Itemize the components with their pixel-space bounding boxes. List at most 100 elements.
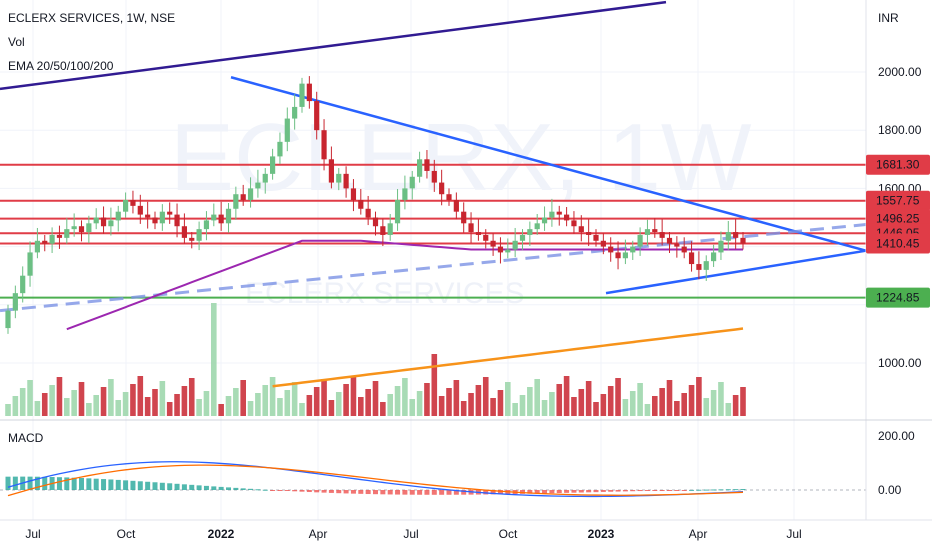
candle-body: [380, 226, 386, 235]
macd-histogram-bar: [211, 486, 217, 490]
volume-bar: [578, 389, 585, 416]
volume-bar: [563, 376, 570, 416]
candle-body: [505, 249, 511, 253]
candle-body: [512, 240, 518, 250]
macd-histogram-bar: [446, 490, 452, 495]
macd-histogram-bar: [373, 490, 378, 495]
candle-body: [240, 194, 246, 201]
volume-bar: [446, 388, 452, 416]
candle-body: [321, 130, 327, 160]
volume-bar: [607, 386, 614, 416]
volume-bar: [100, 387, 107, 416]
macd-histogram-bar: [483, 490, 489, 495]
time-tick-label: Apr: [309, 527, 328, 541]
candle-body: [372, 217, 379, 227]
volume-bar: [438, 396, 445, 416]
candle-body: [328, 159, 334, 183]
macd-histogram-bar: [248, 488, 254, 490]
volume-bar: [615, 378, 621, 416]
volume-bar: [431, 354, 438, 416]
legend-volume[interactable]: Vol: [8, 35, 25, 49]
volume-bar: [64, 398, 70, 416]
candle-body: [468, 223, 474, 233]
macd-line: [7, 461, 744, 498]
macd-histogram-bar: [571, 490, 577, 493]
volume-bar: [321, 379, 327, 416]
time-tick-label: Apr: [689, 527, 708, 541]
macd-histogram-bar: [314, 490, 320, 493]
volume-bar: [211, 303, 217, 416]
macd-histogram-bar: [226, 487, 231, 490]
ascending-trendline: [605, 249, 867, 295]
macd-histogram-bar: [527, 490, 533, 494]
legend-ema[interactable]: EMA 20/50/100/200: [8, 59, 114, 73]
volume-bar: [306, 395, 313, 416]
volume-bar: [556, 384, 563, 416]
candle-body: [56, 234, 63, 238]
volume-bar: [629, 391, 636, 416]
macd-histogram-bar: [233, 487, 239, 490]
macd-histogram-bar: [262, 489, 268, 491]
macd-histogram-bar: [365, 490, 371, 495]
macd-histogram-bar: [402, 490, 408, 495]
candle-body: [409, 176, 415, 189]
candle-body: [718, 240, 724, 253]
volume-bar: [284, 390, 291, 416]
macd-histogram-bar: [12, 476, 18, 490]
macd-histogram-bar: [608, 490, 614, 492]
volume-bar: [93, 395, 99, 416]
candle-body: [549, 211, 555, 218]
legend-macd[interactable]: MACD: [8, 431, 44, 445]
volume-bar: [652, 396, 658, 416]
legend-symbol[interactable]: ECLERX SERVICES, 1W, NSE: [8, 11, 175, 25]
macd-histogram-bar: [564, 490, 570, 493]
volume-bar: [453, 380, 460, 416]
macd-histogram-bar: [659, 490, 665, 491]
macd-histogram-bar: [725, 489, 731, 491]
volume-bar: [269, 377, 276, 416]
volume-bar: [505, 382, 511, 416]
volume-bar: [644, 404, 651, 416]
volume-bar: [233, 388, 239, 416]
price-axis[interactable]: [866, 0, 932, 550]
candle-body: [130, 200, 136, 206]
candle-body: [343, 173, 349, 189]
macd-tick-label: 200.00: [878, 429, 915, 443]
candles: [5, 76, 746, 334]
candle-body: [78, 226, 85, 233]
candle-body: [108, 220, 114, 227]
macd-histogram-bar: [453, 490, 459, 495]
candle-body: [137, 205, 143, 215]
macd-histogram-bar: [461, 490, 467, 495]
macd-histogram-bar: [644, 490, 650, 491]
macd-histogram-bar: [321, 490, 327, 493]
macd-histogram-bar: [137, 481, 143, 490]
candle-body: [556, 211, 562, 215]
volume-bar: [277, 398, 283, 416]
volume-bar: [482, 377, 489, 416]
price-tag-label: 1496.25: [876, 212, 920, 226]
volume-bar: [475, 385, 482, 416]
currency-label: INR: [878, 11, 899, 25]
candle-body: [167, 211, 173, 215]
volume-bar: [166, 402, 173, 416]
candle-body: [659, 232, 665, 238]
macd-histogram-bar: [718, 489, 724, 491]
volume-bar: [732, 395, 739, 416]
volume-bar: [718, 382, 724, 416]
volume-bar: [196, 399, 202, 416]
candle-body: [417, 159, 423, 177]
macd-histogram-bar: [34, 476, 40, 490]
price-tick-label: 1800.00: [878, 123, 922, 137]
volume-bar: [86, 403, 92, 416]
macd-histogram-bar: [56, 477, 62, 490]
volume-bar: [41, 393, 48, 416]
volume-bar: [181, 386, 188, 416]
volume-bar: [512, 403, 518, 416]
macd-histogram-bar: [674, 490, 680, 491]
time-tick-label: Oct: [117, 527, 136, 541]
time-axis-labels[interactable]: Jul Oct 2022 Apr Jul Oct 2023 Apr Jul: [25, 527, 801, 541]
volume-bar: [740, 387, 746, 416]
macd-histogram-bar: [652, 490, 658, 491]
volume-bar: [122, 392, 129, 416]
